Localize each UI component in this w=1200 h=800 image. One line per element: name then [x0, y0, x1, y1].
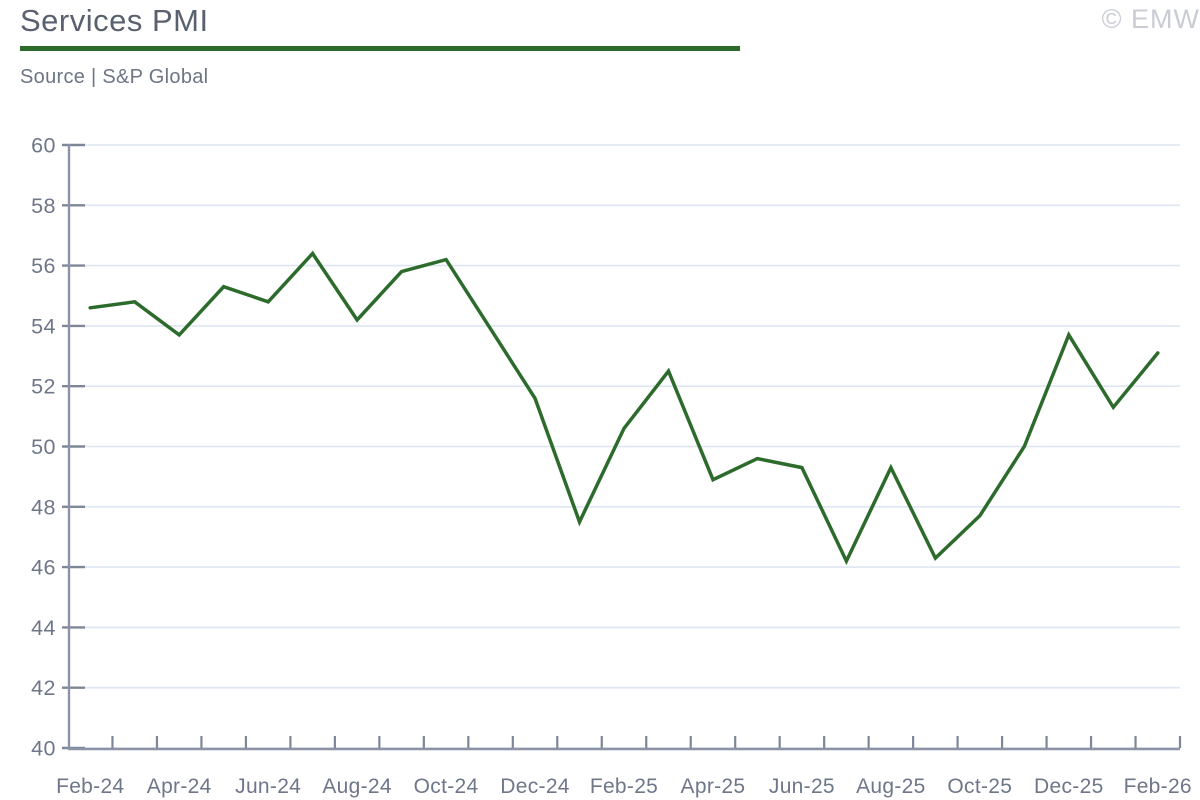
x-axis-tick-label: Dec-24: [500, 775, 570, 798]
y-axis-tick-label: 54: [31, 314, 56, 338]
pmi-series-line: [88, 250, 1160, 566]
x-axis-tick-label: Jun-24: [235, 775, 301, 798]
x-axis-tick-label: Feb-25: [590, 775, 658, 798]
title-underline-rule: [20, 46, 740, 51]
x-axis-tick-label: Apr-25: [681, 775, 746, 798]
watermark-label: © EMW: [1101, 4, 1200, 34]
x-axis-tick-label: Feb-24: [56, 775, 124, 798]
x-axis-tick-label: Aug-25: [856, 775, 926, 798]
y-axis-tick-label: 52: [31, 375, 56, 399]
x-axis-tick-label: Aug-24: [322, 775, 392, 798]
y-axis-tick-label: 56: [31, 254, 56, 278]
y-axis-tick-label: 60: [31, 134, 56, 158]
y-axis-tick-label: 50: [31, 435, 56, 459]
x-axis-tick-label: Oct-24: [414, 775, 479, 798]
x-axis-tick-label: Dec-25: [1034, 775, 1104, 798]
y-axis-tick-label: 48: [31, 495, 56, 519]
x-axis-tick-label: Apr-24: [147, 775, 212, 798]
y-axis-tick-label: 58: [31, 194, 56, 218]
page-title: Services PMI: [20, 3, 209, 38]
source-label: Source | S&P Global: [20, 66, 209, 88]
y-axis-tick-label: 44: [31, 616, 56, 640]
x-axis-tick-label: Feb-26: [1124, 775, 1192, 798]
chart-header: Services PMI Source | S&P Global: [20, 0, 740, 89]
x-axis-tick-label: Jun-25: [769, 775, 835, 798]
y-axis-tick-label: 42: [31, 676, 56, 700]
y-axis-tick-label: 40: [31, 737, 56, 761]
x-axis-tick-label: Oct-25: [947, 775, 1012, 798]
y-axis-tick-label: 46: [31, 556, 56, 580]
